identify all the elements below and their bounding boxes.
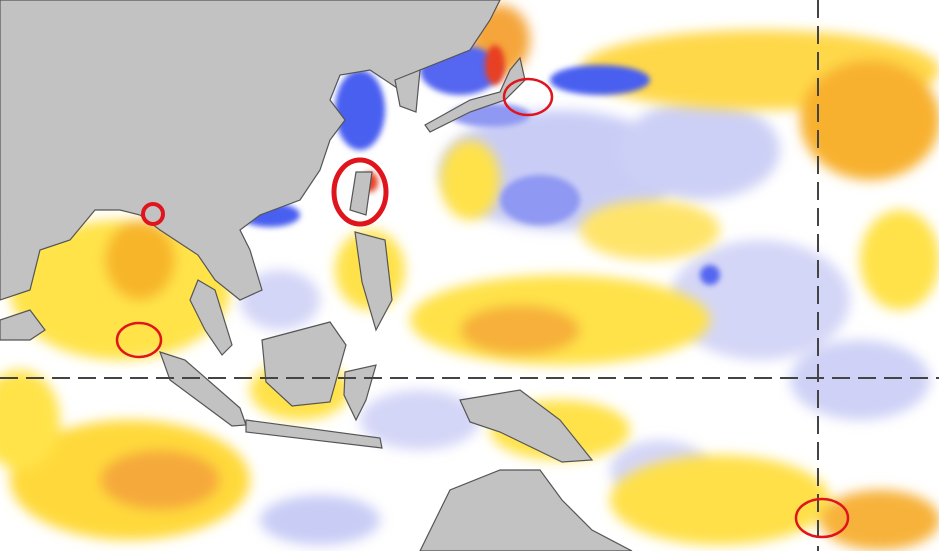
land (0, 0, 633, 551)
anomaly-warm (0, 5, 939, 550)
anomaly-blue (240, 45, 720, 285)
highlight-circles (115, 77, 850, 539)
highlight-circle (331, 157, 389, 227)
highlight-circle (502, 77, 554, 117)
anomaly-light-blue (240, 100, 930, 545)
highlight-circle (115, 321, 163, 359)
highlight-circle (141, 202, 165, 226)
highlight-circle (794, 497, 850, 539)
